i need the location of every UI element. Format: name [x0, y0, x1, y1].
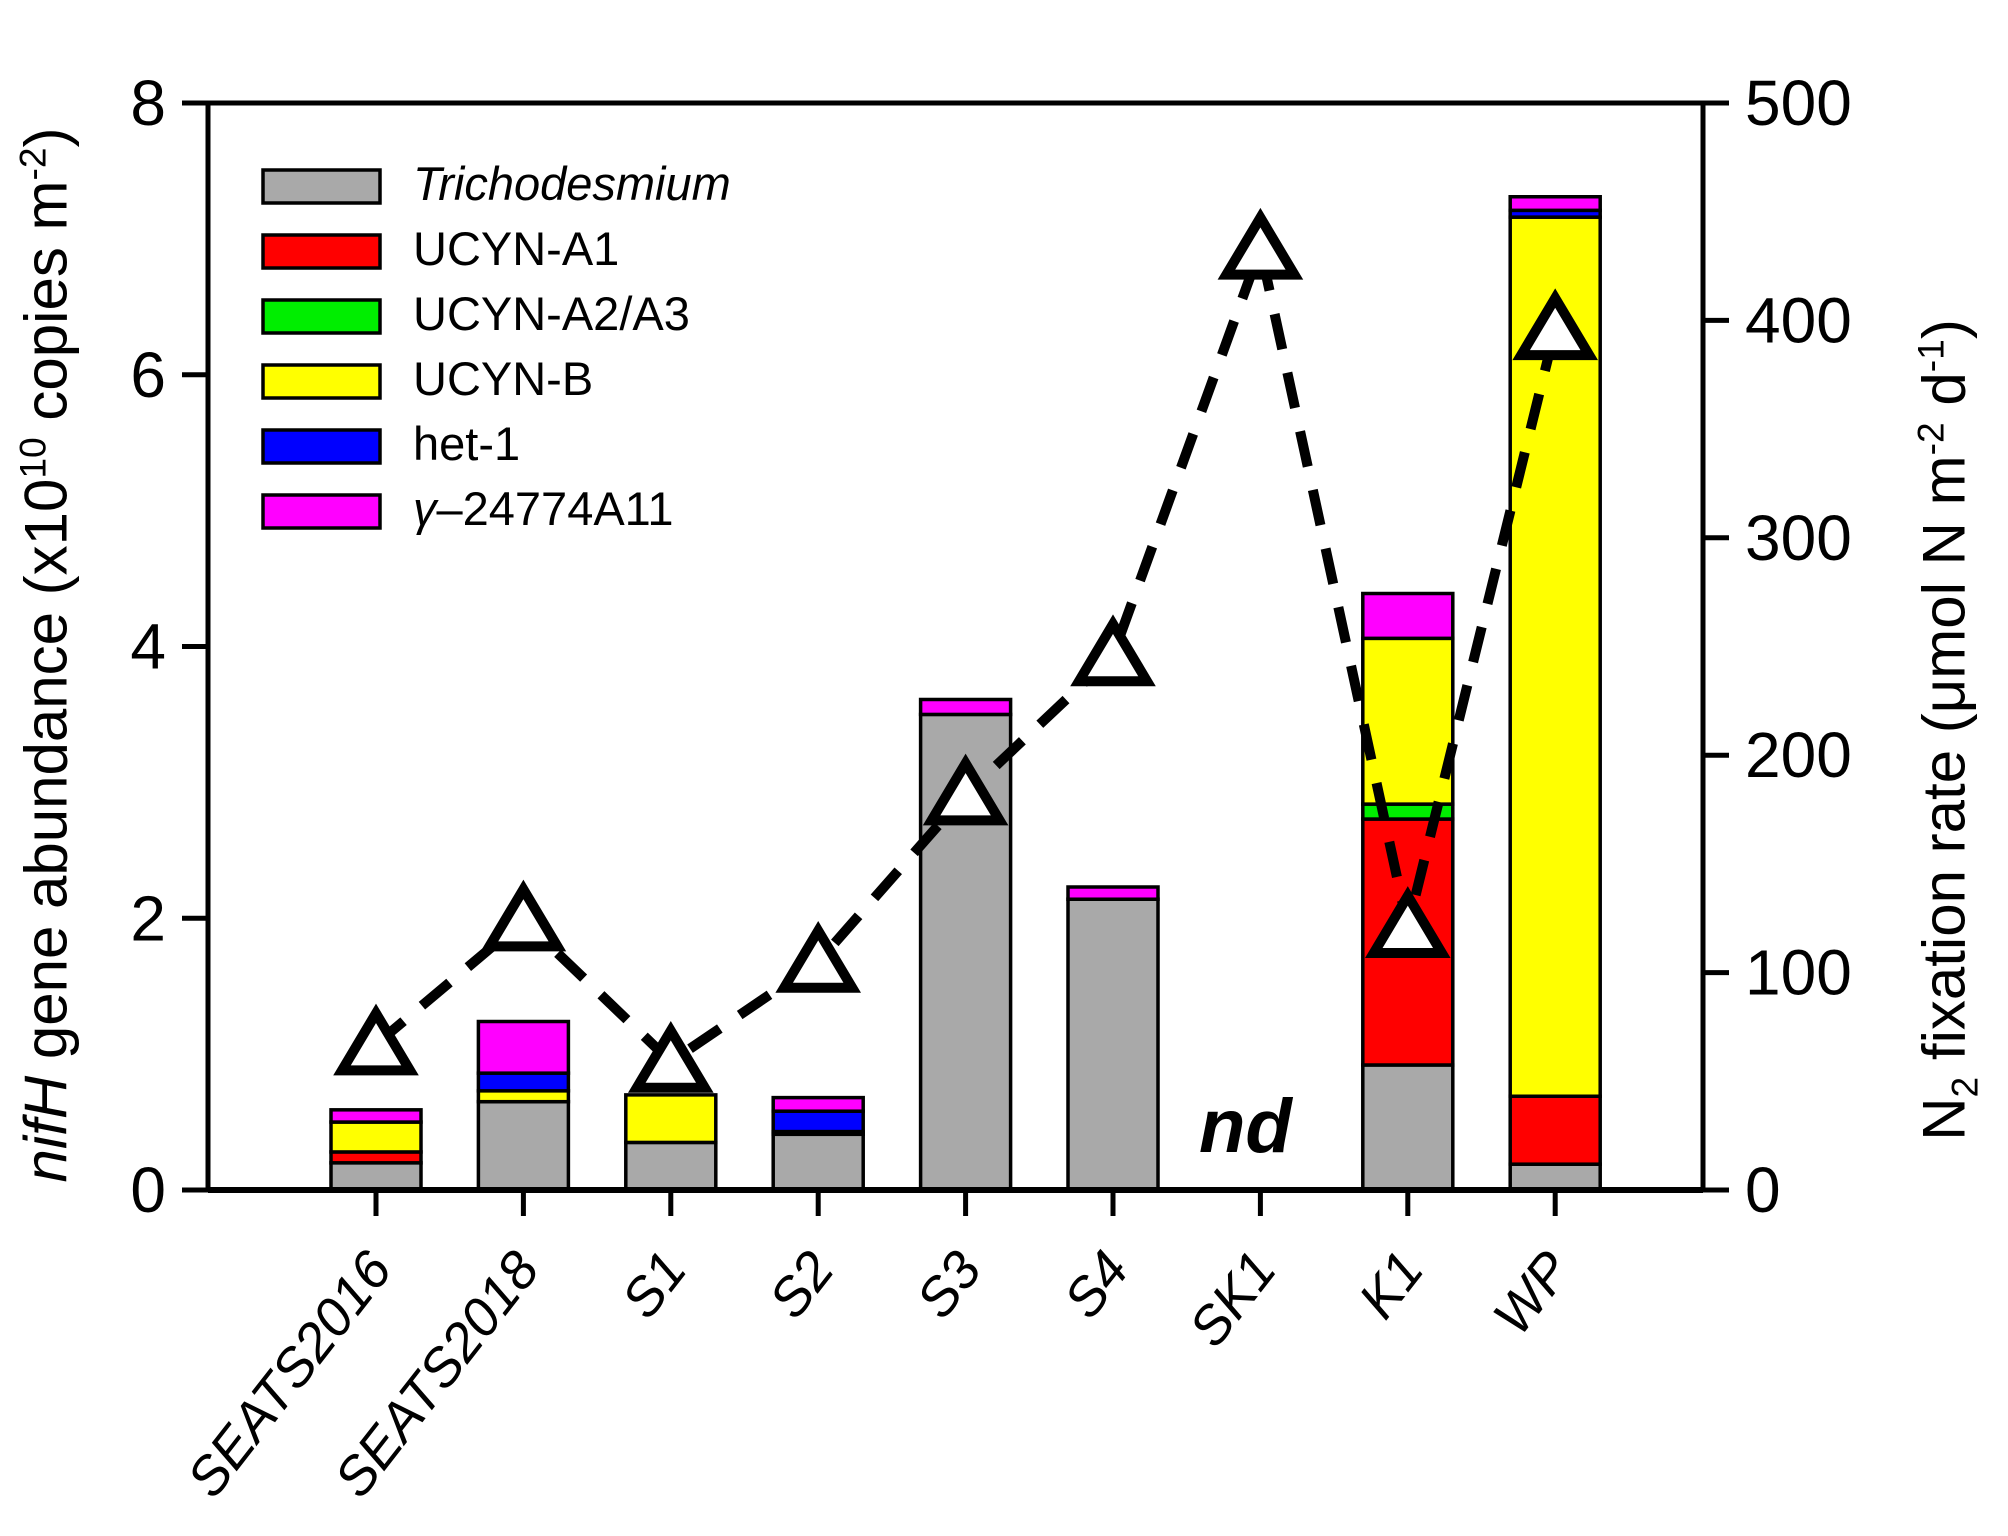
x-axis-category-label: K1 [1347, 1240, 1435, 1329]
right-axis-tick-label: 300 [1745, 502, 1852, 574]
right-axis-tick-label: 100 [1745, 937, 1852, 1009]
left-axis-tick-label: 6 [130, 339, 166, 411]
legend-swatch-UCYN-A2/A3 [261, 298, 382, 335]
legend-label-het-1: het-1 [413, 417, 520, 470]
right-axis-tick-label: 500 [1745, 67, 1852, 139]
x-axis-category-label: S4 [1053, 1240, 1141, 1329]
bar-segment-K1-Trichodesmium [1361, 1063, 1455, 1192]
bar-segment-SEATS2018-Trichodesmium [476, 1099, 571, 1192]
left-axis-tick-label: 8 [130, 67, 166, 139]
legend-swatch-γ–24774A11 [261, 493, 382, 530]
rate-marker-S3 [922, 753, 1009, 826]
bar-segment-S1-UCYN-B [624, 1093, 718, 1145]
left-axis-tick-label: 4 [130, 611, 166, 683]
legend-swatch-UCYN-A1 [261, 233, 382, 270]
bar-segment-WP-γ–24774A11 [1508, 195, 1602, 213]
bar-segment-S2-γ–24774A11 [771, 1095, 865, 1113]
legend-swatch-UCYN-B [261, 363, 382, 400]
bar-segment-S2-het-1 [771, 1109, 865, 1134]
bar-segment-SEATS2016-UCYN-B [329, 1120, 423, 1154]
legend-swatch-het-1 [261, 428, 382, 465]
bar-segment-SEATS2016-γ–24774A11 [329, 1108, 423, 1124]
rate-marker-WP [1512, 288, 1599, 361]
rate-marker-SEATS2018 [480, 879, 567, 952]
bar-segment-K1-γ–24774A11 [1361, 591, 1455, 641]
x-axis-category-label: SK1 [1178, 1240, 1288, 1357]
bar-segment-SEATS2016-Trichodesmium [329, 1161, 423, 1192]
right-axis-tick-label: 0 [1745, 1154, 1781, 1226]
bar-segment-SEATS2018-het-1 [476, 1071, 571, 1093]
bar-segment-SEATS2018-γ–24774A11 [476, 1019, 571, 1075]
legend-label-UCYN-B: UCYN-B [413, 352, 593, 405]
rate-marker-SK1 [1217, 207, 1304, 280]
bar-segment-S4-Trichodesmium [1066, 897, 1160, 1192]
rate-marker-K1 [1364, 886, 1451, 958]
right-axis-tick-label: 400 [1745, 284, 1852, 356]
x-axis-category-label: WP [1482, 1240, 1583, 1345]
x-axis-category-label: S1 [610, 1240, 698, 1329]
bar-segment-S4-γ–24774A11 [1066, 885, 1160, 901]
rate-marker-S4 [1070, 614, 1156, 687]
bar-segment-S1-Trichodesmium [624, 1140, 718, 1192]
legend-label-γ–24774A11: γ–24774A11 [413, 482, 673, 535]
left-axis-tick-label: 2 [130, 882, 166, 954]
rate-marker-S1 [627, 1020, 714, 1093]
right-axis-tick-label: 200 [1745, 719, 1852, 791]
x-axis-category-label: S2 [758, 1240, 846, 1329]
no-data-annotation: nd [1199, 1084, 1293, 1169]
rate-marker-S2 [775, 920, 862, 993]
legend-label-Trichodesmium: Trichodesmium [413, 157, 731, 210]
bar-segment-WP-Trichodesmium [1508, 1162, 1602, 1192]
bar-segment-WP-UCYN-B [1508, 215, 1602, 1098]
legend-label-UCYN-A1: UCYN-A1 [413, 222, 619, 275]
bar-segment-WP-UCYN-A1 [1508, 1094, 1602, 1166]
bar-segment-K1-UCYN-B [1361, 636, 1455, 806]
x-axis-category-label: S3 [905, 1240, 993, 1329]
left-axis-tick-label: 0 [130, 1154, 166, 1226]
rate-marker-SEATS2016 [333, 1003, 419, 1076]
legend-swatch-Trichodesmium [261, 168, 382, 205]
legend-label-UCYN-A2/A3: UCYN-A2/A3 [413, 287, 690, 340]
bar-segment-S2-Trichodesmium [771, 1132, 865, 1192]
bar-segment-S3-γ–24774A11 [918, 697, 1013, 717]
